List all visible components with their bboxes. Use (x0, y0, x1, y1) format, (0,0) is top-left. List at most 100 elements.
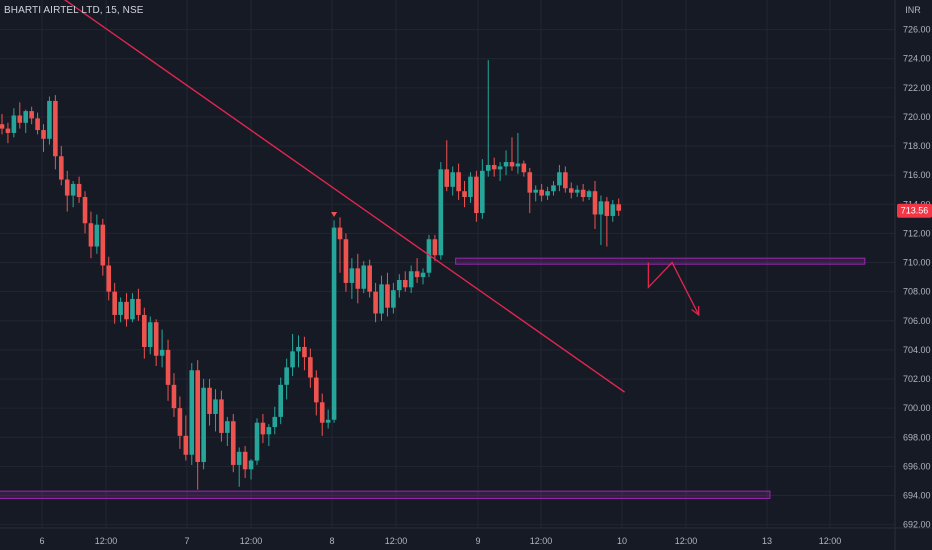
candle-body (76, 183, 82, 198)
price-tick-label: 720.00 (903, 112, 931, 122)
candle-body (147, 322, 153, 347)
candles (0, 60, 622, 490)
candle-body (130, 298, 135, 320)
price-axis[interactable]: 692.00 694.00 696.00 698.00 700.00 702.00 704.… (894, 0, 932, 550)
currency-label: INR (905, 5, 921, 15)
resistance-zone (455, 257, 866, 265)
candle-body (165, 349, 171, 385)
time-tick-label: 7 (184, 536, 189, 546)
candle-body (82, 197, 88, 224)
candle-body (248, 460, 254, 470)
candle-body (296, 346, 301, 352)
candle-body (242, 451, 248, 470)
candle-body (100, 224, 106, 266)
last-price-badge (897, 203, 932, 218)
candle-body (171, 384, 177, 409)
candle-body (266, 427, 272, 435)
candle-body (254, 422, 260, 461)
candle-body (5, 128, 11, 133)
candle-body (189, 370, 195, 455)
candle-body (616, 204, 622, 211)
projection-arrow (647, 261, 700, 316)
trendline (63, 0, 626, 393)
candle-body (373, 291, 378, 314)
candle-body (598, 201, 604, 215)
candle-body (468, 176, 473, 198)
candle-body (349, 268, 355, 283)
candle-body (402, 280, 408, 288)
candle-body (408, 271, 414, 288)
candle-body (70, 183, 76, 196)
candle-body (580, 189, 586, 198)
candle-body (414, 271, 420, 278)
candle-body (480, 170, 485, 214)
candle-body (41, 130, 46, 139)
candle-body (367, 265, 372, 292)
candle-body (604, 201, 610, 216)
last-price-label: 713.56 (901, 206, 929, 216)
candle-body (497, 166, 503, 170)
candle-body (230, 421, 236, 465)
candle-body (462, 191, 467, 198)
price-tick-label: 702.00 (903, 374, 931, 384)
candle-body (136, 298, 141, 315)
price-tick-label: 708.00 (903, 287, 931, 297)
candle-body (503, 162, 509, 167)
arrow-head-icon (691, 305, 700, 317)
candle-body (586, 191, 592, 198)
time-axis[interactable]: 6 12:00 7 12:00 8 12:00 9 12:00 10 12:00 13 12:00 (0, 527, 932, 546)
candle-body (112, 291, 117, 315)
candle-body (302, 346, 307, 358)
chart-overlays (63, 0, 700, 393)
time-tick-label: 6 (39, 536, 44, 546)
time-tick-label: 12:00 (240, 536, 263, 546)
candle-body (521, 163, 527, 173)
time-tick-label: 12:00 (675, 536, 698, 546)
candle-body (610, 204, 616, 216)
candle-body (35, 118, 40, 131)
candle-body (391, 290, 396, 308)
candle-body (278, 384, 284, 417)
candle-body (272, 416, 278, 428)
candle-body (213, 399, 218, 414)
candle-body (491, 164, 497, 170)
candle-body (94, 224, 100, 247)
candle-body (343, 239, 349, 283)
candle-body (64, 179, 70, 196)
price-tick-label: 726.00 (903, 25, 931, 35)
candle-body (533, 189, 538, 193)
candle-body (444, 169, 450, 187)
candle-body (142, 314, 147, 347)
candle-body (219, 399, 224, 433)
candle-body (177, 408, 183, 436)
candle-body (11, 115, 17, 133)
price-tick-label: 692.00 (903, 520, 931, 530)
price-tick-label: 696.00 (903, 461, 931, 471)
candle-body (474, 176, 479, 214)
time-tick-label: 13 (762, 536, 772, 546)
candle-body (361, 265, 367, 289)
candle-body (432, 239, 438, 256)
candle-body (509, 162, 515, 167)
candle-body (88, 223, 94, 247)
candle-body (379, 284, 384, 314)
candle-body (527, 172, 533, 193)
price-tick-label: 694.00 (903, 491, 931, 501)
candle-body (337, 227, 343, 240)
candle-body (574, 189, 580, 193)
price-tick-label: 698.00 (903, 432, 931, 442)
candle-body (355, 268, 361, 289)
price-tick-label: 724.00 (903, 54, 931, 64)
candle-body (124, 301, 129, 320)
candle-body (592, 191, 598, 215)
candle-body (397, 280, 402, 291)
candle-body (313, 377, 319, 403)
candle-body (325, 419, 331, 423)
price-tick-label: 722.00 (903, 83, 931, 93)
candle-body (319, 402, 325, 423)
candle-body (515, 163, 521, 167)
time-tick-label: 12:00 (95, 536, 118, 546)
price-tick-label: 704.00 (903, 345, 931, 355)
candle-body (420, 272, 426, 278)
